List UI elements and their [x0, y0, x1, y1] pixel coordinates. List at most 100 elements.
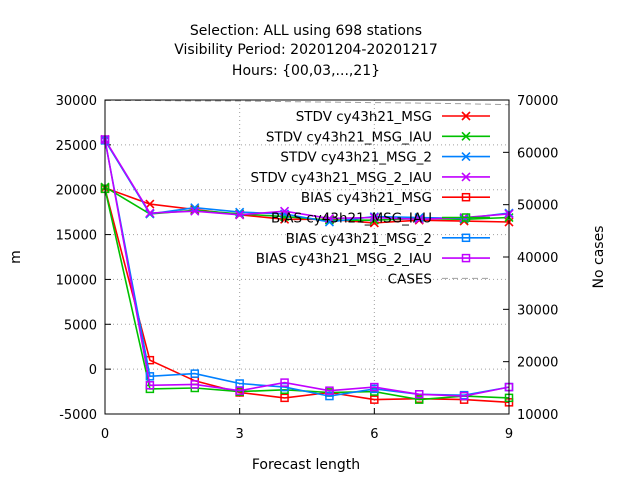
- legend-label: BIAS cy43h21_MSG_IAU: [271, 211, 432, 227]
- y-tick-label: 30000: [56, 94, 97, 109]
- y2-tick-label: 50000: [517, 199, 558, 214]
- legend-entry: BIAS cy43h21_MSG_2_IAU: [256, 251, 490, 267]
- series-line: [105, 100, 510, 106]
- data-point-square-marker: [145, 381, 155, 390]
- data-point-square-marker: [370, 395, 379, 404]
- marker-stroke: [145, 208, 155, 218]
- data-point-square-marker: [145, 372, 155, 381]
- marker-stroke: [279, 206, 290, 216]
- legend-label: CASES: [388, 271, 432, 287]
- data-point-x-marker: [369, 212, 379, 223]
- data-point-square-marker: [370, 382, 379, 392]
- y2-tick-label: 70000: [517, 94, 558, 109]
- data-point-square-marker: [325, 386, 334, 395]
- marker-stroke: [414, 212, 424, 223]
- legend-label: BIAS cy43h21_MSG_2: [286, 231, 432, 247]
- data-point-x-marker: [324, 213, 335, 223]
- marker-stroke: [461, 172, 471, 182]
- legend-label: STDV cy43h21_MSG: [296, 109, 432, 125]
- y2-axis-label: No cases: [591, 226, 607, 289]
- legend-entry: BIAS cy43h21_MSG_2: [286, 231, 490, 247]
- series-8: [105, 100, 510, 106]
- data-point-square-marker: [190, 369, 200, 378]
- legend-label: STDV cy43h21_MSG_2: [280, 150, 432, 166]
- legend: STDV cy43h21_MSG STDV cy43h21_MSG_IAU STDV…: [251, 109, 490, 287]
- data-point-x-marker: [145, 199, 155, 209]
- legend-entry: STDV cy43h21_MSG: [296, 109, 490, 125]
- data-point-square-marker: [280, 393, 289, 403]
- y-tick-label: 15000: [56, 229, 97, 244]
- data-point-square-marker: [235, 386, 244, 395]
- marker-stroke: [324, 213, 335, 223]
- y2-axis-ticks: 10000 20000 30000 40000 50000 60000 70000: [503, 94, 558, 423]
- data-point-x-marker: [414, 214, 424, 224]
- chart-title: Selection: ALL using 698 stations Visibi…: [174, 23, 438, 79]
- legend-entry: CASES: [388, 271, 490, 287]
- x-axis-label: Forecast length: [252, 457, 360, 473]
- data-point-x-marker: [461, 172, 471, 182]
- data-point-square-marker: [190, 380, 200, 389]
- series-line: [104, 188, 510, 404]
- data-point-x-marker: [461, 111, 471, 121]
- data-point-square-marker: [414, 390, 424, 399]
- y-tick-label: 25000: [56, 139, 97, 154]
- y-axis-label: m: [8, 250, 24, 264]
- series-line: [104, 187, 510, 224]
- marker-stroke: [145, 199, 155, 209]
- data-point-square-marker: [280, 378, 289, 387]
- marker-stroke: [190, 203, 200, 213]
- data-point-x-marker: [190, 203, 200, 213]
- series-line: [104, 139, 510, 397]
- chart-title-line-3: Hours: {00,03,...,21}: [232, 63, 380, 79]
- data-point-x-marker: [235, 210, 245, 220]
- marker-stroke: [235, 210, 245, 220]
- chart-title-line-2: Visibility Period: 20201204-20201217: [174, 42, 438, 58]
- data-point-x-marker: [145, 208, 155, 218]
- legend-label: STDV cy43h21_MSG_2_IAU: [251, 170, 432, 186]
- data-point-x-marker: [279, 206, 290, 216]
- legend-label: BIAS cy43h21_MSG_2_IAU: [256, 251, 432, 267]
- marker-stroke: [369, 212, 379, 223]
- marker-stroke: [190, 206, 200, 216]
- marker-stroke: [461, 131, 471, 141]
- x-tick-label: 0: [101, 427, 109, 442]
- y-tick-label: 20000: [56, 184, 97, 199]
- data-point-square-marker: [461, 213, 471, 222]
- marker-stroke: [324, 217, 335, 227]
- y2-tick-label: 30000: [517, 303, 558, 318]
- chart-title-line-1: Selection: ALL using 698 stations: [190, 23, 422, 39]
- plot-frame: [104, 99, 510, 415]
- legend-entry: BIAS cy43h21_MSG: [301, 190, 490, 206]
- x-tick-label: 6: [370, 427, 378, 442]
- y-axis-ticks: -5000 0 5000 10000 15000 20000 25000 30000: [56, 94, 111, 423]
- data-point-x-marker: [324, 217, 335, 227]
- data-point-square-marker: [280, 382, 289, 392]
- series-3: [100, 134, 514, 224]
- marker-stroke: [414, 214, 424, 224]
- data-point-square-marker: [325, 391, 334, 401]
- legend-entry: STDV cy43h21_MSG_2_IAU: [251, 170, 490, 186]
- grid: [105, 100, 509, 414]
- data-point-square-marker: [461, 233, 471, 243]
- marker-stroke: [461, 111, 471, 121]
- legend-entry: BIAS cy43h21_MSG_IAU: [271, 211, 490, 227]
- plot-area: [100, 100, 514, 407]
- data-point-x-marker: [190, 206, 200, 216]
- data-point-square-marker: [414, 395, 424, 404]
- y-tick-label: 0: [89, 363, 97, 378]
- y2-tick-label: 60000: [517, 146, 558, 161]
- y-tick-label: 5000: [64, 318, 97, 333]
- y2-tick-label: 20000: [517, 356, 558, 371]
- legend-label: STDV cy43h21_MSG_IAU: [266, 129, 432, 145]
- y2-tick-label: 10000: [517, 408, 558, 423]
- series-line: [104, 139, 510, 221]
- data-point-x-marker: [414, 212, 424, 223]
- legend-entry: STDV cy43h21_MSG_IAU: [266, 129, 490, 145]
- legend-label: BIAS cy43h21_MSG: [301, 190, 432, 206]
- data-point-square-marker: [461, 253, 471, 263]
- y2-tick-label: 40000: [517, 251, 558, 266]
- y-tick-label: 10000: [56, 273, 97, 288]
- data-point-x-marker: [461, 152, 471, 162]
- x-axis-ticks: 0 3 6 9: [101, 408, 513, 442]
